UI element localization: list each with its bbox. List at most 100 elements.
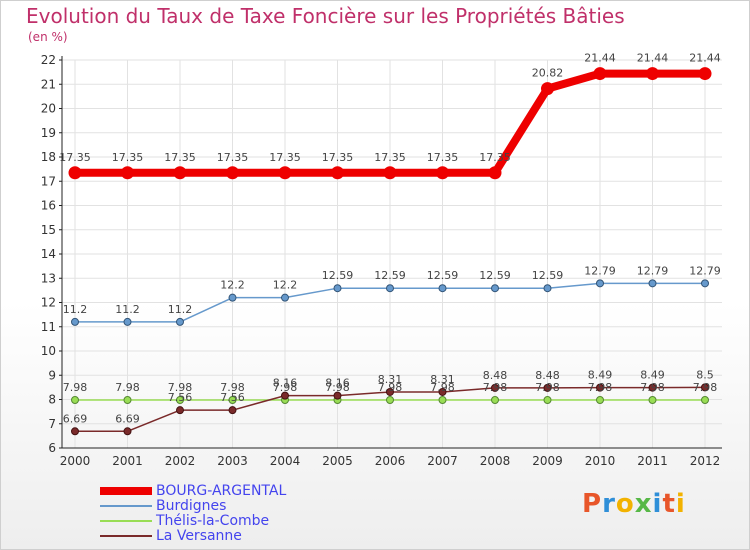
proxiti-logo: Proxiti (582, 489, 686, 519)
data-point (228, 293, 237, 302)
data-label: 8.16 (325, 377, 350, 390)
logo-letter: r (602, 489, 616, 519)
data-label: 17.35 (374, 151, 406, 164)
data-point (596, 383, 604, 392)
data-label: 12.59 (532, 269, 564, 282)
data-point (281, 391, 289, 400)
data-point (383, 166, 397, 180)
logo-letter: o (615, 489, 635, 519)
logo-letter: i (652, 489, 663, 519)
data-point (593, 67, 607, 81)
data-label: 7.98 (273, 381, 298, 394)
x-tick-label: 2006 (375, 454, 406, 468)
x-tick-label: 2007 (427, 454, 458, 468)
data-label: 11.2 (115, 303, 140, 316)
data-label: 17.35 (164, 151, 196, 164)
data-point (491, 383, 499, 392)
axes: 6 7 8 9 10 11 12 13 14 15 16 17 18 19 20 21 22 2000 2001 20… (41, 53, 722, 468)
data-label: 21.44 (584, 52, 616, 65)
data-label: 7.98 (325, 381, 350, 394)
data-point (333, 391, 342, 400)
legend-label: La Versanne (156, 528, 242, 544)
y-tick-label: 17 (41, 174, 56, 188)
data-label: 21.44 (689, 52, 721, 65)
data-label: 12.79 (584, 264, 616, 277)
y-tick-label: 11 (41, 320, 56, 334)
data-point (123, 317, 132, 326)
data-point (71, 395, 79, 404)
unit-label: (en %) (28, 30, 68, 44)
data-label: 12.79 (689, 264, 721, 277)
data-label: 8.48 (483, 369, 508, 382)
legend-swatch (100, 487, 152, 495)
data-point (121, 166, 134, 180)
legend-swatch (100, 505, 152, 507)
data-label: 12.2 (220, 279, 245, 292)
data-label: 7.98 (378, 381, 403, 394)
y-tick-label: 18 (41, 150, 56, 164)
data-label: 8.48 (535, 369, 560, 382)
data-label: 7.98 (63, 381, 88, 394)
data-label: 7.98 (693, 381, 718, 394)
data-point (648, 383, 657, 392)
data-point (646, 67, 659, 81)
data-label: 7.98 (168, 381, 193, 394)
y-tick-label: 13 (41, 271, 56, 285)
y-tick-label: 16 (41, 199, 56, 213)
data-label: 7.98 (588, 381, 613, 394)
data-label: 7.98 (430, 381, 455, 394)
data-point (438, 387, 447, 396)
y-tick-label: 10 (41, 344, 56, 358)
y-tick-label: 14 (41, 247, 56, 261)
series-layer: 17.35 17.35 17.35 17.35 17.35 17.35 17.35 17.35… (59, 52, 721, 436)
data-point (68, 166, 82, 180)
legend-swatch (100, 520, 152, 522)
data-point (281, 293, 289, 302)
data-label: 7.98 (535, 381, 560, 394)
data-point (648, 395, 657, 404)
data-point (226, 166, 239, 180)
series-burdignes (71, 279, 709, 326)
data-label: 6.69 (63, 412, 88, 425)
data-label: 8.5 (696, 368, 714, 381)
legend-label: BOURG-ARGENTAL (156, 483, 287, 499)
data-label: 12.59 (427, 269, 459, 282)
data-point (123, 427, 132, 436)
legend-label: Burdignes (156, 498, 227, 514)
data-point (176, 317, 184, 326)
data-label: 17.35 (59, 151, 91, 164)
data-label: 7.56 (168, 391, 193, 404)
data-label: 12.79 (637, 264, 669, 277)
y-tick-label: 8 (48, 393, 56, 407)
x-tick-label: 2003 (217, 454, 248, 468)
data-point (331, 166, 344, 180)
data-point (438, 284, 447, 293)
data-label: 17.35 (427, 151, 459, 164)
data-point (173, 166, 187, 180)
data-label: 6.69 (115, 412, 140, 425)
data-label: 21.44 (637, 52, 669, 65)
data-label: 17.35 (269, 151, 301, 164)
logo-letter: t (662, 489, 676, 519)
data-label: 7.98 (220, 381, 245, 394)
data-point (176, 395, 184, 404)
data-label: 7.56 (220, 391, 245, 404)
logo-letter: x (634, 489, 653, 519)
y-tick-label: 19 (41, 126, 56, 140)
data-label: 11.2 (63, 303, 88, 316)
data-point (386, 284, 394, 293)
data-point (596, 395, 604, 404)
data-point (488, 166, 502, 180)
data-point (543, 383, 552, 392)
data-point (701, 395, 709, 404)
data-label: 7.98 (640, 381, 665, 394)
data-label: 12.2 (273, 279, 298, 292)
x-tick-label: 2010 (585, 454, 616, 468)
data-point (436, 166, 449, 180)
series-bourg-argental (68, 67, 712, 180)
data-point (278, 166, 292, 180)
data-label: 17.35 (322, 151, 354, 164)
data-label: 12.59 (374, 269, 406, 282)
data-point (176, 406, 184, 415)
data-label: 17.35 (112, 151, 144, 164)
